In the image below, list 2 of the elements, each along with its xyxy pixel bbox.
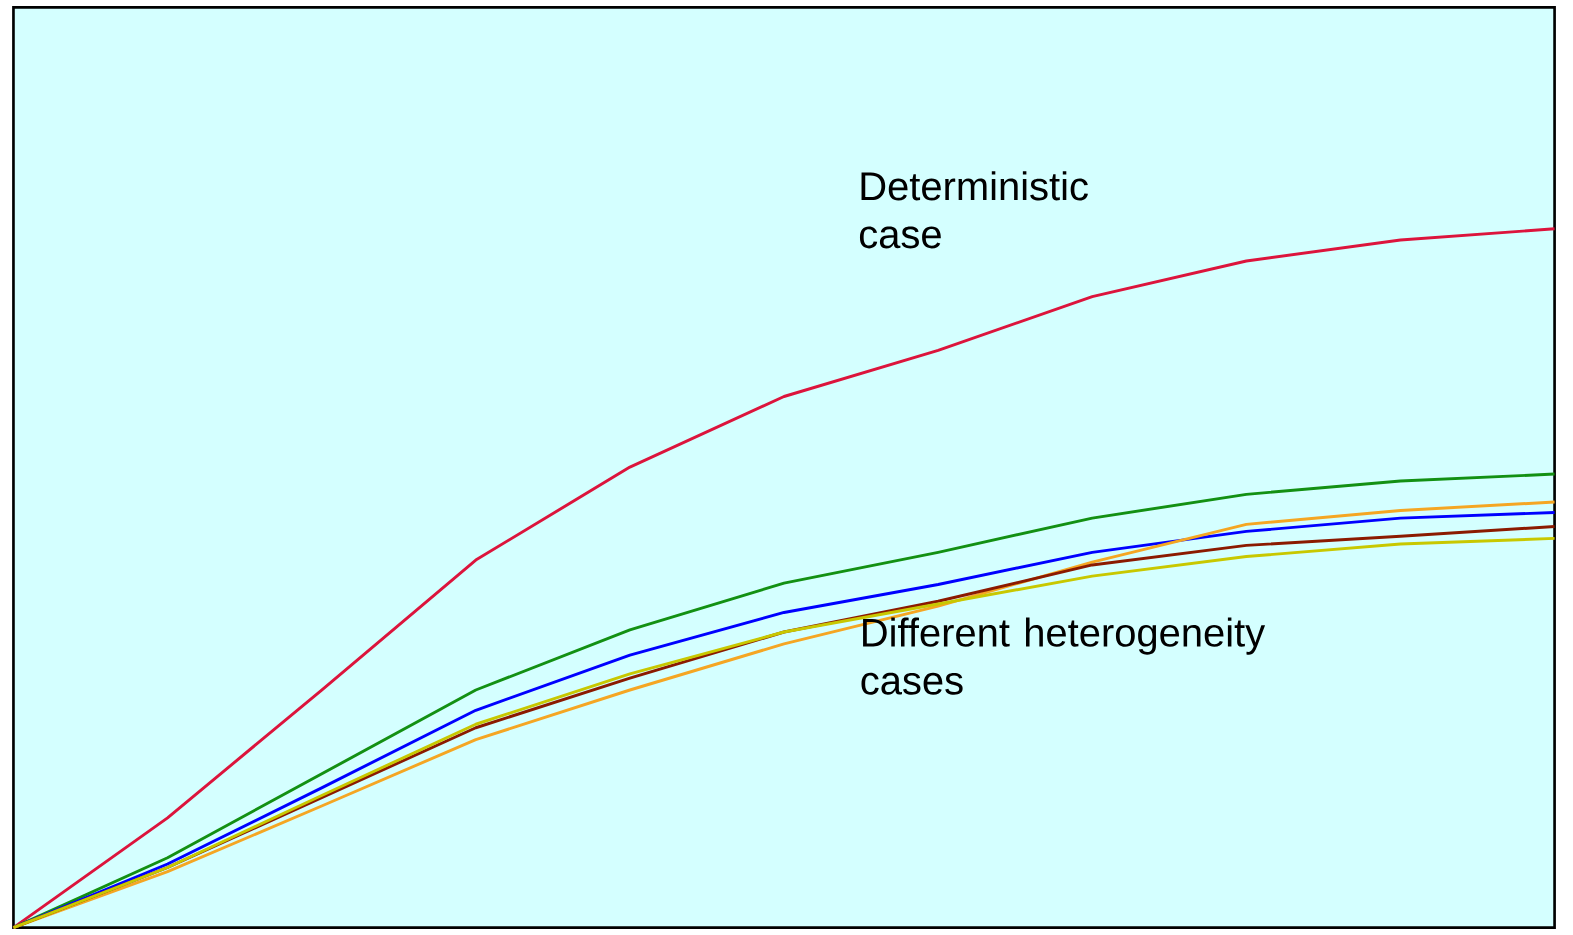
annotation: Deterministic case xyxy=(859,171,1088,249)
annotation: Different heterogeneity cases xyxy=(861,617,1266,695)
